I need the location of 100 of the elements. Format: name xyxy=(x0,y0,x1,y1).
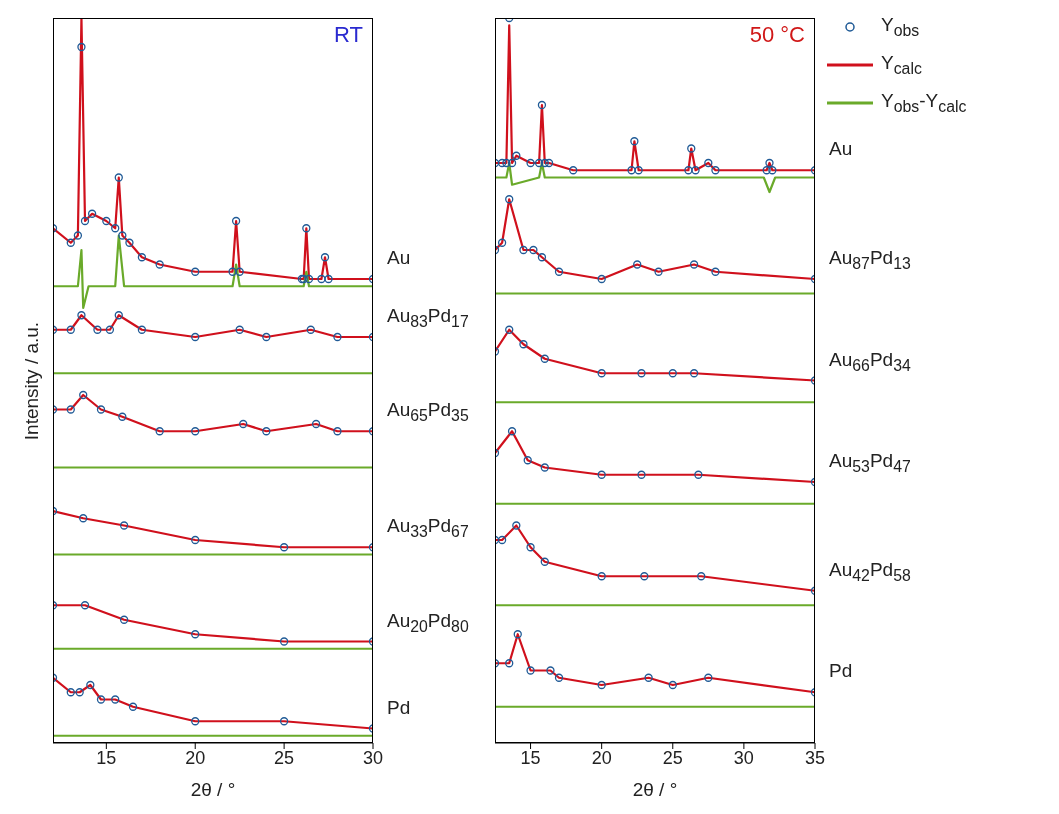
point xyxy=(324,274,333,284)
x-axis-title: 2θ / ° xyxy=(190,779,236,800)
point xyxy=(684,166,693,175)
point xyxy=(544,158,554,168)
point xyxy=(114,173,123,182)
x-tick-label: 30 xyxy=(733,747,754,768)
point xyxy=(597,369,606,378)
point xyxy=(529,245,538,255)
point xyxy=(668,680,677,690)
point xyxy=(262,427,271,436)
point xyxy=(79,514,88,523)
text: Au$_{83}$Pd$_{17}$ xyxy=(387,305,469,330)
point xyxy=(689,260,699,269)
point xyxy=(279,543,289,552)
text: Au xyxy=(387,247,411,268)
point xyxy=(102,216,111,226)
legend-label: Y$_{calc}$ xyxy=(881,52,922,78)
point xyxy=(765,158,774,168)
point xyxy=(689,369,699,378)
x-axis-title: 2θ / ° xyxy=(632,779,678,800)
point xyxy=(137,253,147,262)
text: Au$_{53}$Pd$_{47}$ xyxy=(829,450,911,475)
point xyxy=(125,238,134,247)
point xyxy=(311,419,321,429)
text: Pd xyxy=(829,660,853,682)
point xyxy=(77,42,86,52)
legend-label: Y$_{obs}$ xyxy=(881,14,920,40)
point xyxy=(519,340,528,349)
point xyxy=(569,166,578,175)
point xyxy=(119,521,129,530)
point xyxy=(597,572,606,581)
point xyxy=(75,688,84,697)
point xyxy=(114,311,123,320)
point xyxy=(523,456,532,465)
point xyxy=(79,390,88,400)
point xyxy=(711,166,720,175)
point xyxy=(687,144,696,153)
point xyxy=(191,332,200,342)
point xyxy=(228,267,237,276)
point xyxy=(505,325,514,334)
point xyxy=(768,166,777,175)
point xyxy=(191,267,200,276)
point xyxy=(96,405,106,414)
x-tick-label: 20 xyxy=(591,747,612,768)
point xyxy=(711,267,720,276)
y-axis-title: Intensity / a.u. xyxy=(20,321,41,440)
point xyxy=(526,543,535,552)
point xyxy=(537,253,547,262)
point xyxy=(526,158,535,168)
point xyxy=(96,695,106,704)
text: Au$_{65}$Pd$_{35}$ xyxy=(387,399,469,425)
point xyxy=(691,166,700,175)
point xyxy=(191,535,200,545)
point xyxy=(279,717,289,726)
chart-title: 50 °C xyxy=(749,22,806,47)
point xyxy=(66,688,75,697)
x-tick-label: 15 xyxy=(520,747,541,768)
point xyxy=(304,274,314,284)
point xyxy=(77,311,86,320)
point xyxy=(697,572,706,581)
point xyxy=(597,680,606,690)
point xyxy=(317,274,326,284)
point xyxy=(137,325,147,334)
point xyxy=(644,673,653,682)
x-tick-label: 25 xyxy=(662,747,683,768)
point xyxy=(537,100,547,110)
point xyxy=(540,158,549,168)
point xyxy=(637,470,646,479)
point xyxy=(239,419,248,429)
point xyxy=(497,238,507,247)
point xyxy=(507,158,517,168)
point xyxy=(155,260,164,269)
chart-title: RT xyxy=(334,22,363,47)
point xyxy=(235,267,244,276)
point xyxy=(704,673,713,682)
point xyxy=(119,615,129,624)
x-tick-label: 20 xyxy=(185,747,206,768)
text: Au$_{33}$Pd$_{67}$ xyxy=(387,515,469,541)
point xyxy=(320,253,330,262)
point xyxy=(235,325,244,334)
point xyxy=(502,158,511,168)
point xyxy=(513,630,522,639)
point xyxy=(118,412,127,421)
point xyxy=(762,166,771,175)
point xyxy=(654,267,663,276)
point xyxy=(73,231,83,240)
point xyxy=(128,702,138,711)
point xyxy=(66,325,75,334)
point xyxy=(627,166,636,175)
point xyxy=(497,535,507,545)
point xyxy=(155,427,164,436)
point xyxy=(597,274,606,284)
point xyxy=(540,557,549,566)
point xyxy=(633,260,642,269)
point xyxy=(80,216,90,226)
x-tick-label: 15 xyxy=(96,747,117,768)
point xyxy=(191,630,200,639)
point xyxy=(111,224,120,233)
point xyxy=(634,166,643,175)
point xyxy=(505,659,514,668)
